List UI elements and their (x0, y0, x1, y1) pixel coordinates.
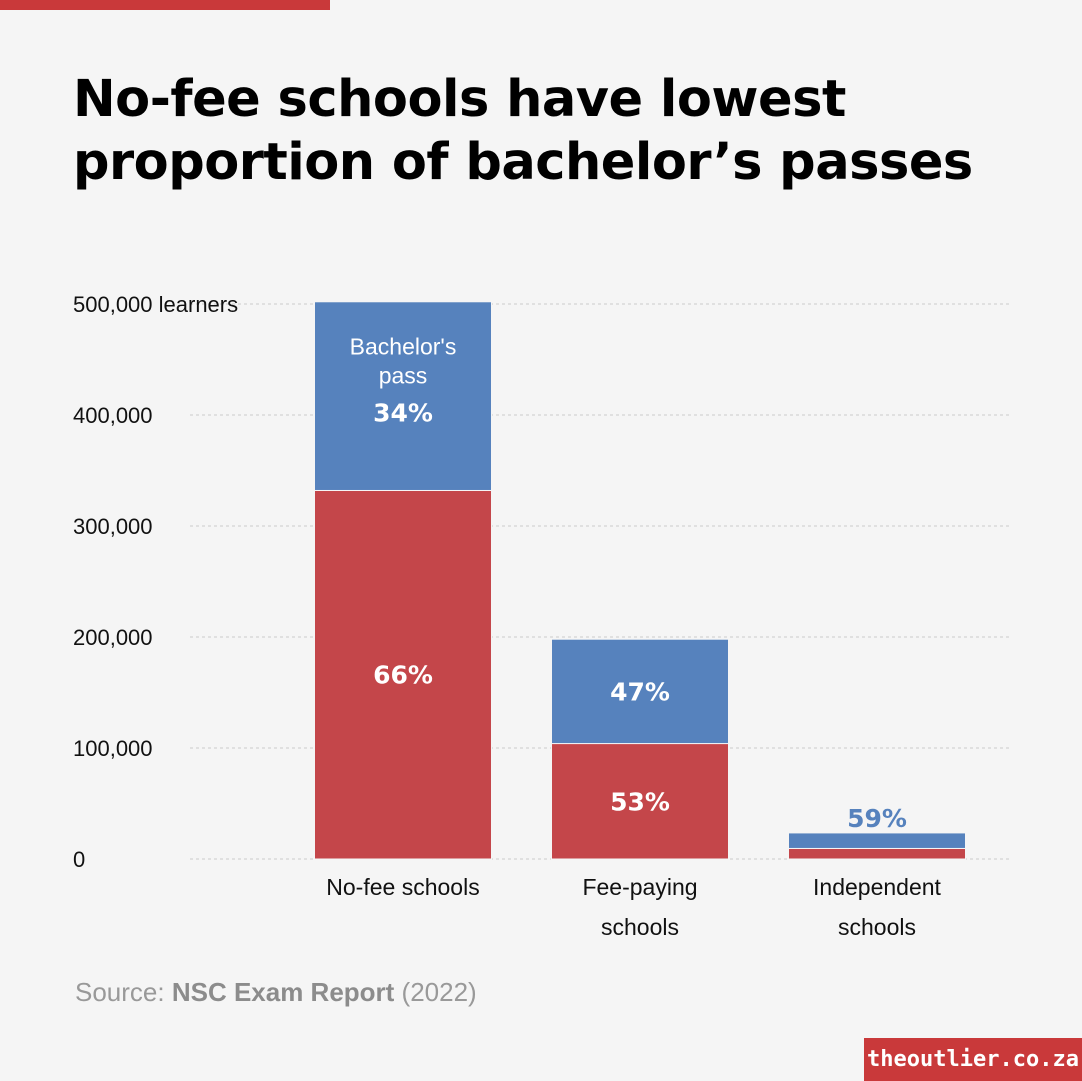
brand-badge: theoutlier.co.za (864, 1038, 1082, 1081)
chart-title: No-fee schools have lowest proportion of… (73, 68, 1033, 194)
data-label: 47% (610, 677, 670, 706)
y-tick-label: 500,000 learners (73, 292, 238, 317)
bar-segment-other (314, 489, 492, 860)
data-label: 59% (847, 804, 907, 833)
category-label: Fee-paying (582, 874, 697, 900)
segment-annotation: Bachelor's (350, 334, 457, 360)
source-prefix: Source: (75, 977, 172, 1007)
bar-segment-bachelor (551, 638, 729, 745)
accent-bar (0, 0, 330, 10)
y-tick-label: 300,000 (73, 514, 153, 539)
data-label: 53% (610, 787, 670, 816)
segment-annotation: pass (379, 363, 428, 389)
bar-segment-bachelor (314, 301, 492, 491)
source-name: NSC Exam Report (171, 977, 395, 1007)
bar-segment-other (788, 847, 966, 860)
source-note: Source: NSC Exam Report (2022) (75, 977, 477, 1008)
category-label: schools (838, 914, 916, 940)
y-tick-label: 0 (73, 847, 85, 872)
y-tick-label: 400,000 (73, 403, 153, 428)
category-label: schools (601, 914, 679, 940)
source-year: (2022) (394, 977, 477, 1007)
category-label: No-fee schools (326, 874, 479, 900)
bar-segment-bachelor (788, 832, 966, 849)
y-tick-label: 200,000 (73, 625, 153, 650)
bar-segment-other (551, 743, 729, 860)
category-label: Independent (813, 874, 942, 900)
title-line-2: proportion of bachelor’s passes (73, 133, 973, 192)
title-line-1: No-fee schools have lowest (73, 70, 846, 129)
data-label: 66% (373, 661, 433, 690)
data-label: 34% (373, 399, 433, 428)
y-tick-label: 100,000 (73, 736, 153, 761)
